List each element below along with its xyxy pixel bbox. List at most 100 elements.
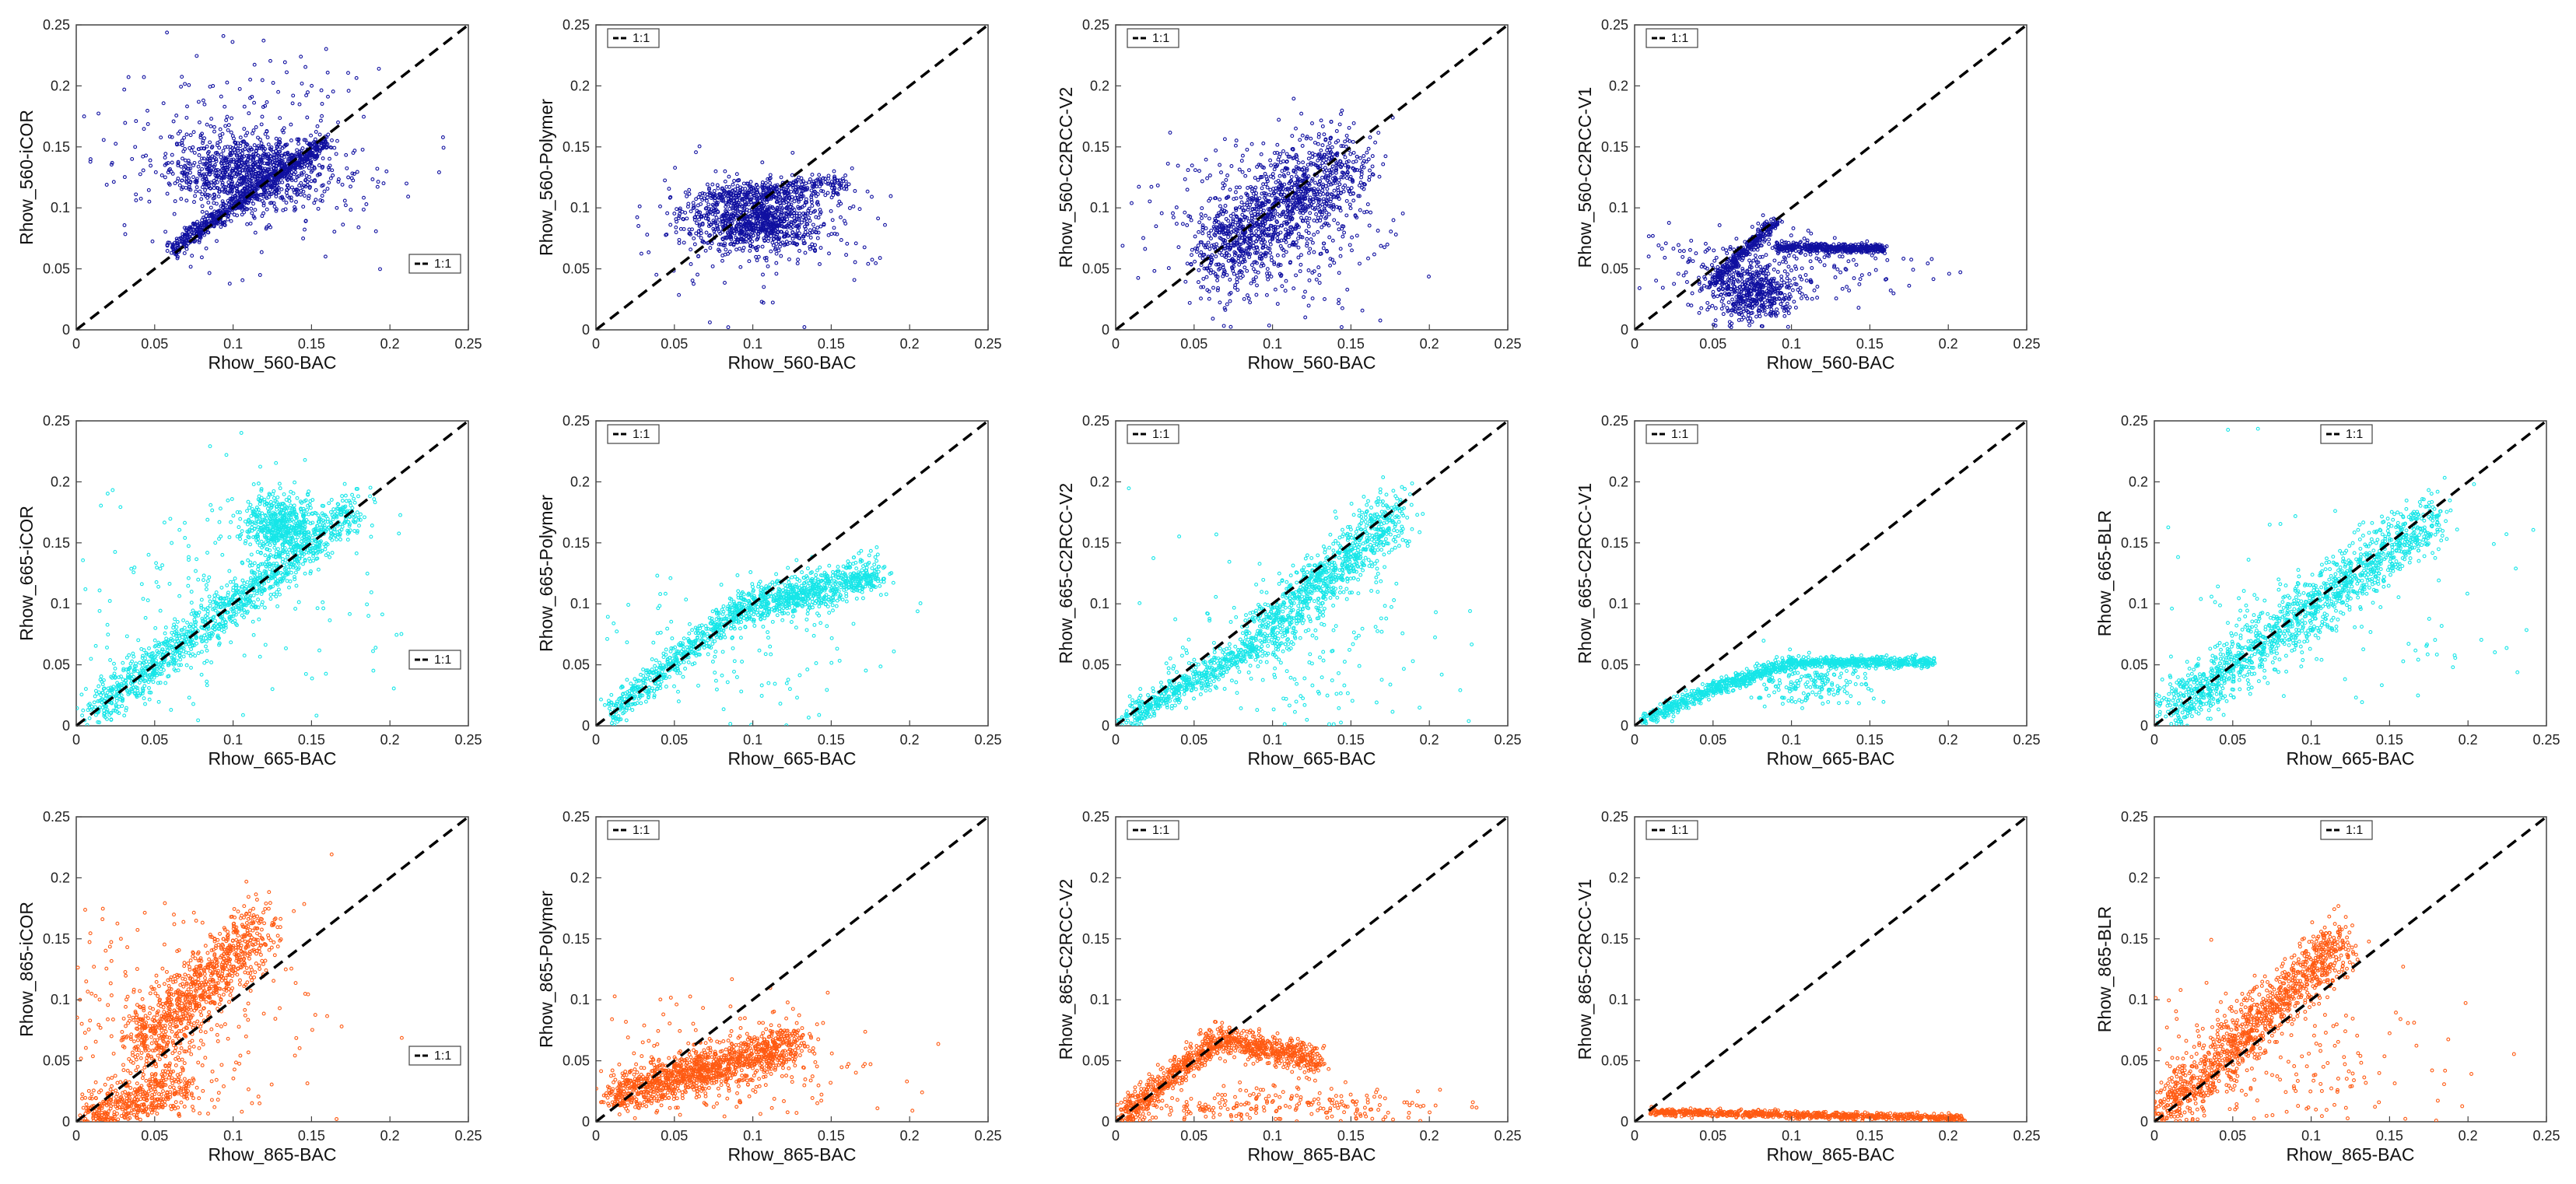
data-point — [1344, 145, 1348, 149]
data-point — [364, 202, 369, 206]
data-point — [1227, 292, 1232, 296]
data-point — [227, 200, 232, 205]
data-point — [1276, 264, 1281, 268]
data-point — [1400, 211, 1405, 215]
data-point — [794, 213, 799, 218]
data-point — [720, 187, 724, 191]
data-point — [1275, 220, 1279, 225]
data-point — [1235, 215, 1239, 219]
data-point — [785, 205, 790, 209]
data-point — [268, 58, 272, 63]
data-point — [244, 159, 249, 164]
data-point — [212, 164, 216, 169]
data-point — [1338, 208, 1343, 213]
data-point — [123, 232, 128, 236]
data-point — [199, 197, 204, 201]
data-point — [1240, 170, 1245, 174]
data-point — [250, 211, 254, 215]
x-tick-label: 0.2 — [900, 336, 920, 352]
data-point — [243, 175, 247, 180]
data-point — [181, 149, 186, 154]
data-point — [748, 243, 752, 248]
data-point — [261, 203, 266, 208]
data-point — [326, 94, 330, 99]
data-point — [1186, 214, 1191, 219]
data-point — [706, 212, 710, 216]
data-point — [741, 240, 745, 244]
data-point — [134, 198, 138, 202]
data-point — [759, 194, 764, 198]
data-point — [294, 152, 299, 156]
data-point — [1174, 205, 1179, 210]
data-point — [274, 208, 279, 213]
data-point — [674, 230, 678, 235]
data-point — [723, 235, 727, 240]
data-point — [776, 215, 780, 220]
data-point — [1301, 211, 1306, 215]
data-point — [1295, 207, 1299, 212]
data-point — [727, 184, 731, 189]
data-point — [320, 102, 324, 106]
data-point — [1306, 156, 1311, 161]
data-point — [1207, 173, 1212, 177]
data-point — [1344, 159, 1349, 164]
data-point — [208, 140, 212, 145]
data-point — [1154, 224, 1158, 229]
data-point — [1211, 285, 1215, 290]
data-point — [1351, 191, 1355, 195]
data-point — [275, 152, 280, 156]
data-point — [126, 75, 131, 79]
data-point — [1275, 302, 1280, 307]
data-point — [1335, 151, 1340, 156]
data-point — [280, 159, 285, 163]
data-point — [780, 210, 783, 215]
data-point — [1193, 168, 1197, 173]
data-point — [1284, 222, 1289, 226]
data-point — [1246, 197, 1250, 201]
data-point — [170, 171, 175, 176]
data-point — [332, 145, 337, 150]
data-point — [713, 169, 718, 173]
data-point — [1342, 230, 1347, 235]
data-point — [1320, 212, 1324, 217]
data-point — [1235, 277, 1239, 282]
data-point — [1252, 279, 1256, 284]
data-point — [303, 65, 308, 69]
data-point — [788, 205, 793, 209]
data-point — [373, 229, 378, 233]
x-tick-label: 0.1 — [1263, 336, 1282, 352]
data-point — [685, 216, 689, 221]
data-point — [677, 241, 682, 245]
data-point — [804, 187, 809, 191]
data-point — [1183, 210, 1187, 215]
data-point — [242, 104, 247, 109]
data-point — [297, 184, 302, 187]
x-tick-label: 0.15 — [298, 336, 325, 352]
data-point — [1234, 196, 1239, 201]
data-point — [1249, 200, 1254, 204]
data-point — [229, 219, 233, 223]
data-point — [776, 191, 780, 196]
data-point — [280, 180, 285, 184]
data-point — [1316, 131, 1321, 136]
data-point — [1212, 226, 1217, 231]
data-point — [1228, 232, 1232, 236]
data-point — [220, 164, 225, 169]
data-point — [1256, 227, 1261, 231]
data-point — [707, 186, 711, 191]
data-point — [1284, 198, 1289, 203]
data-point — [727, 250, 732, 254]
data-point — [800, 188, 804, 193]
data-point — [764, 208, 769, 213]
data-point — [1332, 218, 1337, 222]
data-point — [202, 233, 207, 237]
data-point — [305, 183, 310, 187]
data-point — [829, 232, 834, 236]
data-point — [1246, 186, 1250, 190]
data-point — [182, 135, 187, 140]
data-point — [1767, 237, 1772, 242]
data-point — [328, 176, 333, 180]
plot-frame — [595, 24, 989, 331]
data-point — [195, 219, 199, 224]
data-point — [728, 226, 733, 231]
